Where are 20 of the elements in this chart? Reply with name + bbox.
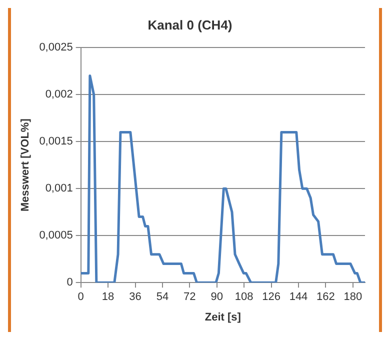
chart-title: Kanal 0 (CH4)	[148, 17, 232, 32]
x-axis-title: Zeit [s]	[204, 311, 242, 324]
x-tick-label: 72	[184, 291, 196, 304]
y-tick-label: 0,0025	[39, 42, 73, 54]
x-tick-label: 108	[234, 291, 254, 304]
x-tick-label: 90	[210, 291, 223, 304]
x-tick-label: 18	[102, 291, 114, 304]
y-tick-label: 0,0015	[39, 136, 73, 148]
y-tick-label: 0,001	[45, 182, 73, 195]
x-tick-label: 162	[316, 291, 335, 304]
x-tick-label: 54	[156, 291, 169, 304]
x-tick-label: 0	[78, 291, 84, 304]
y-tick-label: 0,0005	[39, 230, 73, 242]
x-tick-label: 126	[262, 291, 280, 304]
x-tick-label: 36	[129, 291, 142, 304]
x-tick-label: 180	[344, 291, 362, 304]
x-tick-label: 144	[289, 291, 308, 304]
y-tick-label: 0,002	[45, 88, 73, 101]
y-tick-label: 0	[66, 276, 73, 289]
y-axis-title: Messwert [VOL%]	[20, 118, 32, 212]
